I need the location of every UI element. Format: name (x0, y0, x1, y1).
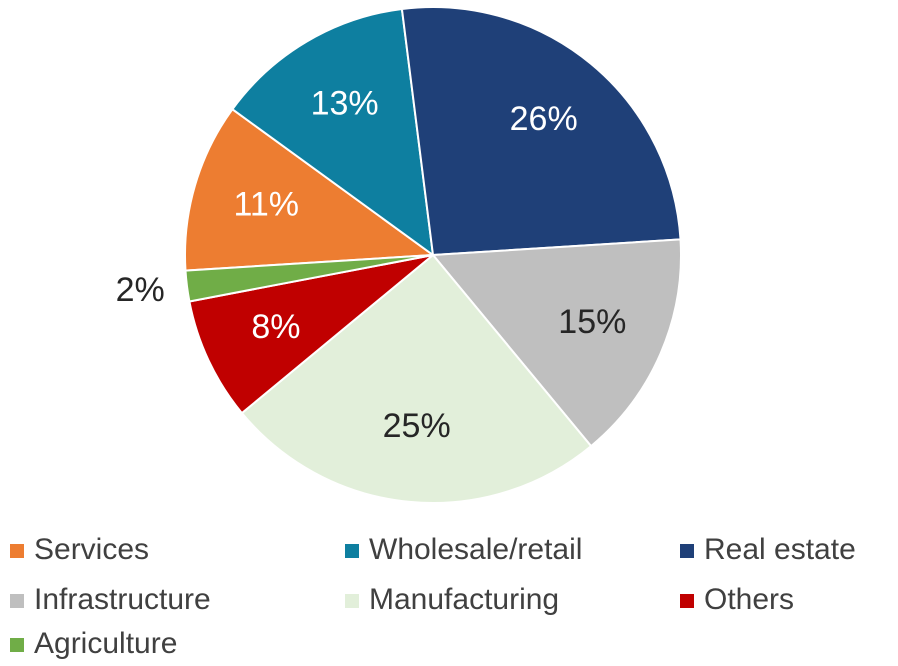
legend-swatch (345, 594, 359, 608)
pie-slice (400, 6, 682, 257)
pie-slice (240, 253, 593, 504)
legend-label: Wholesale/retail (369, 533, 582, 566)
pie-slice (188, 254, 434, 415)
pie-slice (184, 107, 436, 272)
legend-swatch (10, 594, 24, 608)
pie-slice (230, 7, 435, 258)
data-label: 25% (383, 407, 451, 445)
legend-swatch (10, 638, 24, 652)
pie-slice (184, 254, 434, 303)
legend-swatch (680, 544, 694, 558)
data-label: 15% (558, 303, 626, 341)
legend-label: Infrastructure (34, 583, 211, 616)
legend-label: Manufacturing (369, 583, 559, 616)
legend-label: Others (704, 583, 794, 616)
legend-swatch (10, 544, 24, 558)
data-label: 11% (234, 186, 300, 224)
pie-slice (430, 238, 682, 448)
data-label: 8% (251, 308, 300, 346)
legend-swatch (680, 594, 694, 608)
legend-label: Agriculture (34, 627, 177, 660)
legend-swatch (345, 544, 359, 558)
data-label: 26% (510, 100, 578, 138)
data-label: 13% (311, 85, 379, 123)
legend-label: Real estate (704, 533, 856, 566)
data-label: 2% (116, 271, 165, 309)
legend-label: Services (34, 533, 149, 566)
